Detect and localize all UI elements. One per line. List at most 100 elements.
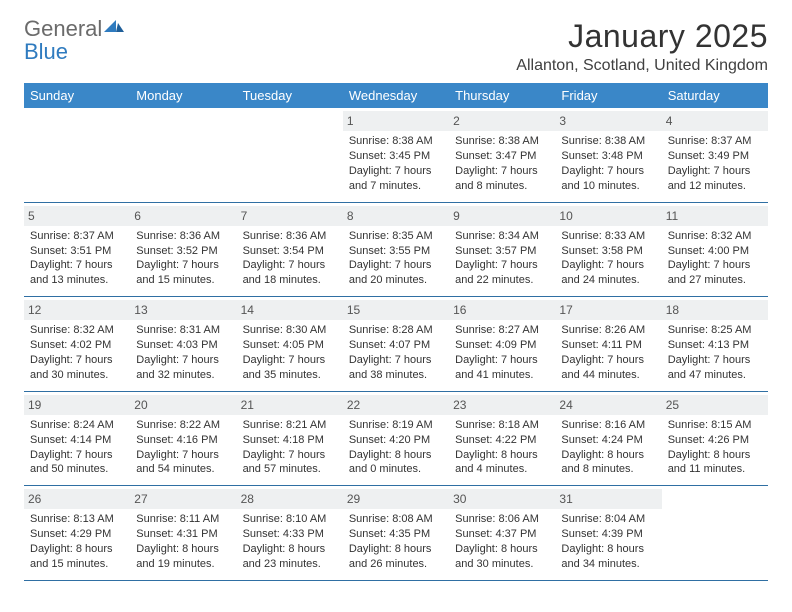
- calendar-cell: 30Sunrise: 8:06 AMSunset: 4:37 PMDayligh…: [449, 486, 555, 581]
- daylight2-text: and 23 minutes.: [243, 557, 337, 572]
- sunrise-text: Sunrise: 8:26 AM: [561, 323, 655, 338]
- sunset-text: Sunset: 4:14 PM: [30, 433, 124, 448]
- daylight1-text: Daylight: 7 hours: [30, 353, 124, 368]
- calendar-cell: [130, 108, 236, 202]
- sunset-text: Sunset: 4:05 PM: [243, 338, 337, 353]
- day-number: 4: [662, 111, 768, 131]
- daylight1-text: Daylight: 7 hours: [561, 353, 655, 368]
- calendar-cell: 23Sunrise: 8:18 AMSunset: 4:22 PMDayligh…: [449, 391, 555, 486]
- sunset-text: Sunset: 4:35 PM: [349, 527, 443, 542]
- daylight2-text: and 4 minutes.: [455, 462, 549, 477]
- calendar-cell: 15Sunrise: 8:28 AMSunset: 4:07 PMDayligh…: [343, 297, 449, 392]
- sunrise-text: Sunrise: 8:31 AM: [136, 323, 230, 338]
- sunrise-text: Sunrise: 8:38 AM: [455, 134, 549, 149]
- sunset-text: Sunset: 4:20 PM: [349, 433, 443, 448]
- month-title: January 2025: [516, 18, 768, 55]
- calendar-row: 26Sunrise: 8:13 AMSunset: 4:29 PMDayligh…: [24, 486, 768, 581]
- calendar-cell: 1Sunrise: 8:38 AMSunset: 3:45 PMDaylight…: [343, 108, 449, 202]
- calendar-row: 1Sunrise: 8:38 AMSunset: 3:45 PMDaylight…: [24, 108, 768, 202]
- sunrise-text: Sunrise: 8:27 AM: [455, 323, 549, 338]
- sunrise-text: Sunrise: 8:37 AM: [30, 229, 124, 244]
- day-number: 9: [449, 206, 555, 226]
- calendar-cell: 26Sunrise: 8:13 AMSunset: 4:29 PMDayligh…: [24, 486, 130, 581]
- sunrise-text: Sunrise: 8:36 AM: [136, 229, 230, 244]
- daylight1-text: Daylight: 7 hours: [455, 353, 549, 368]
- daylight1-text: Daylight: 7 hours: [668, 353, 762, 368]
- sunset-text: Sunset: 3:48 PM: [561, 149, 655, 164]
- day-number: 1: [343, 111, 449, 131]
- day-number: 20: [130, 395, 236, 415]
- sunset-text: Sunset: 4:07 PM: [349, 338, 443, 353]
- day-number: 7: [237, 206, 343, 226]
- sunrise-text: Sunrise: 8:10 AM: [243, 512, 337, 527]
- header: General Blue January 2025 Allanton, Scot…: [24, 18, 768, 75]
- sunrise-text: Sunrise: 8:08 AM: [349, 512, 443, 527]
- daylight1-text: Daylight: 8 hours: [561, 542, 655, 557]
- sunset-text: Sunset: 3:47 PM: [455, 149, 549, 164]
- calendar-cell: 20 Sunrise: 8:22 AMSunset: 4:16 PMDayligh…: [130, 391, 236, 486]
- calendar-cell: 25Sunrise: 8:15 AMSunset: 4:26 PMDayligh…: [662, 391, 768, 486]
- sunrise-text: Sunrise: 8:34 AM: [455, 229, 549, 244]
- daylight2-text: and 15 minutes.: [30, 557, 124, 572]
- sunrise-text: Sunrise: 8:15 AM: [668, 418, 762, 433]
- sunrise-text: Sunrise: 8:22 AM: [136, 418, 230, 433]
- day-number: 18: [662, 300, 768, 320]
- calendar-cell: 22Sunrise: 8:19 AMSunset: 4:20 PMDayligh…: [343, 391, 449, 486]
- calendar-cell: 6Sunrise: 8:36 AMSunset: 3:52 PMDaylight…: [130, 202, 236, 297]
- sunrise-text: Sunrise: 8:28 AM: [349, 323, 443, 338]
- daylight1-text: Daylight: 7 hours: [243, 258, 337, 273]
- day-number: 31: [555, 489, 661, 509]
- day-number: 6: [130, 206, 236, 226]
- day-number: 30: [449, 489, 555, 509]
- sunrise-text: Sunrise: 8:16 AM: [561, 418, 655, 433]
- sunset-text: Sunset: 3:57 PM: [455, 244, 549, 259]
- daylight2-text: and 13 minutes.: [30, 273, 124, 288]
- daylight1-text: Daylight: 7 hours: [561, 258, 655, 273]
- daylight1-text: Daylight: 8 hours: [455, 448, 549, 463]
- sunrise-text: Sunrise: 8:06 AM: [455, 512, 549, 527]
- sunrise-text: Sunrise: 8:32 AM: [668, 229, 762, 244]
- sunrise-text: Sunrise: 8:11 AM: [136, 512, 230, 527]
- daylight2-text: and 10 minutes.: [561, 179, 655, 194]
- calendar-cell: 16Sunrise: 8:27 AMSunset: 4:09 PMDayligh…: [449, 297, 555, 392]
- calendar-cell: 7Sunrise: 8:36 AMSunset: 3:54 PMDaylight…: [237, 202, 343, 297]
- daylight2-text: and 32 minutes.: [136, 368, 230, 383]
- daylight1-text: Daylight: 7 hours: [136, 448, 230, 463]
- calendar-cell: [237, 108, 343, 202]
- daylight2-text: and 20 minutes.: [349, 273, 443, 288]
- sunrise-text: Sunrise: 8:19 AM: [349, 418, 443, 433]
- daylight2-text: and 26 minutes.: [349, 557, 443, 572]
- daylight2-text: and 38 minutes.: [349, 368, 443, 383]
- daylight1-text: Daylight: 7 hours: [30, 448, 124, 463]
- sunrise-text: Sunrise: 8:33 AM: [561, 229, 655, 244]
- daylight2-text: and 57 minutes.: [243, 462, 337, 477]
- day-number: 10: [555, 206, 661, 226]
- sunset-text: Sunset: 3:45 PM: [349, 149, 443, 164]
- daylight1-text: Daylight: 7 hours: [668, 258, 762, 273]
- day-number: 5: [24, 206, 130, 226]
- daylight1-text: Daylight: 7 hours: [349, 258, 443, 273]
- sunset-text: Sunset: 4:31 PM: [136, 527, 230, 542]
- sunset-text: Sunset: 4:16 PM: [136, 433, 230, 448]
- sunset-text: Sunset: 3:58 PM: [561, 244, 655, 259]
- sunset-text: Sunset: 4:29 PM: [30, 527, 124, 542]
- calendar-cell: 24Sunrise: 8:16 AMSunset: 4:24 PMDayligh…: [555, 391, 661, 486]
- sunset-text: Sunset: 4:13 PM: [668, 338, 762, 353]
- daylight1-text: Daylight: 7 hours: [136, 353, 230, 368]
- day-number: 19: [24, 395, 130, 415]
- day-number: 11: [662, 206, 768, 226]
- daylight2-text: and 8 minutes.: [455, 179, 549, 194]
- daylight2-text: and 47 minutes.: [668, 368, 762, 383]
- daylight1-text: Daylight: 7 hours: [561, 164, 655, 179]
- day-number: 14: [237, 300, 343, 320]
- daylight1-text: Daylight: 7 hours: [349, 164, 443, 179]
- sunset-text: Sunset: 3:54 PM: [243, 244, 337, 259]
- sunrise-text: Sunrise: 8:30 AM: [243, 323, 337, 338]
- daylight2-text: and 30 minutes.: [30, 368, 124, 383]
- day-number: 21: [237, 395, 343, 415]
- day-number: 22: [343, 395, 449, 415]
- daylight1-text: Daylight: 7 hours: [455, 258, 549, 273]
- day-number: 27: [130, 489, 236, 509]
- daylight2-text: and 34 minutes.: [561, 557, 655, 572]
- sunset-text: Sunset: 3:51 PM: [30, 244, 124, 259]
